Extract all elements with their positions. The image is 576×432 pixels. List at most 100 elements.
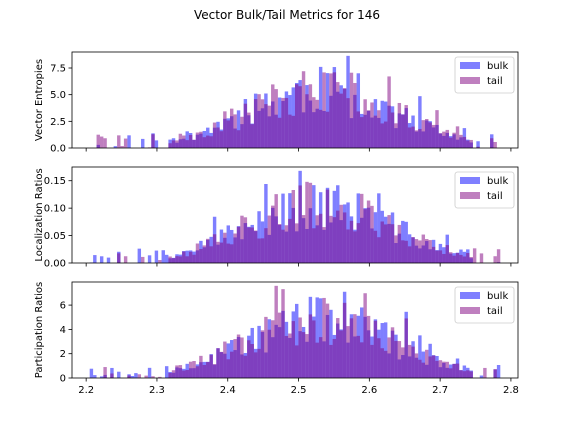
legend-swatch-bulk — [460, 292, 480, 299]
bar-tail — [363, 293, 367, 378]
bar-tail — [291, 321, 295, 378]
bar-bulk — [496, 365, 501, 378]
bar-tail — [226, 120, 230, 148]
bar-tail — [233, 114, 237, 148]
bar-tail — [240, 337, 244, 378]
bar-tail — [267, 329, 272, 378]
bar-tail — [312, 228, 316, 263]
bar-bulk — [476, 141, 480, 148]
bar-tail — [260, 330, 265, 378]
bar-tail — [360, 117, 364, 148]
bar-tail — [349, 72, 354, 148]
bar-tail — [479, 253, 484, 263]
bar-bulk — [99, 256, 104, 263]
bar-tail — [339, 204, 343, 263]
bar-bulk — [137, 248, 142, 263]
bar-tail — [390, 224, 395, 263]
bar-tail — [342, 88, 347, 148]
bar-tail — [421, 362, 426, 378]
bar-tail — [442, 253, 446, 263]
bar-bulk — [329, 309, 333, 378]
bar-tail — [250, 344, 254, 378]
bar-bulk — [318, 66, 323, 148]
bar-tail — [370, 344, 374, 378]
bar-tail — [407, 344, 412, 378]
bar-tail — [373, 115, 378, 148]
bar-tail — [356, 111, 361, 148]
bar-tail — [288, 114, 292, 148]
bar-tail — [462, 371, 467, 378]
bar-tail — [223, 111, 227, 148]
bar-tail — [288, 218, 292, 263]
bar-tail — [325, 303, 330, 378]
bar-bulk — [110, 367, 114, 378]
bar-tail — [195, 366, 200, 378]
bar-tail — [452, 132, 456, 148]
bar-tail — [435, 250, 439, 263]
bar-tail — [459, 254, 463, 263]
legend-swatch-tail — [460, 307, 480, 314]
bar-bulk — [418, 335, 422, 378]
bar-bulk — [236, 110, 241, 148]
bar-bulk — [93, 255, 97, 263]
bar-bulk — [99, 376, 104, 378]
bar-tail — [377, 237, 381, 263]
bar-tail — [318, 213, 323, 263]
bar-tail — [353, 83, 357, 148]
bar-tail — [312, 97, 316, 148]
bar-bulk — [154, 140, 159, 148]
bar-tail — [185, 256, 189, 263]
legend-swatch-bulk — [460, 177, 480, 184]
bar-tail — [182, 370, 186, 378]
axes-frame — [71, 166, 519, 264]
bar-tail — [171, 370, 176, 378]
bar-tail — [438, 250, 443, 263]
bar-tail — [493, 369, 497, 378]
bar-tail — [322, 72, 326, 148]
bar-tail — [185, 369, 189, 378]
bar-tail — [346, 229, 350, 263]
bar-tail — [236, 226, 241, 263]
bar-tail — [257, 238, 261, 263]
bar-tail — [171, 258, 176, 263]
bar-tail — [188, 251, 193, 263]
bar-tail — [301, 71, 306, 148]
y-tick-label: 2.5 — [50, 117, 66, 128]
legend-label-bulk: bulk — [487, 61, 508, 72]
bar-tail — [168, 143, 172, 148]
bar-tail — [199, 131, 203, 148]
bar-tail — [295, 84, 299, 148]
bar-tail — [428, 240, 432, 263]
bar-tail — [380, 348, 384, 378]
bar-tail — [418, 128, 422, 148]
bar-tail — [123, 138, 128, 148]
bar-tail — [250, 227, 254, 263]
bar-tail — [295, 223, 299, 263]
bar-tail — [175, 140, 179, 148]
bar-tail — [390, 112, 395, 148]
bar-bulk — [356, 73, 361, 148]
bar-tail — [336, 318, 340, 378]
bar-tail — [397, 341, 402, 378]
bar-tail — [188, 134, 193, 148]
bar-tail — [243, 217, 248, 263]
bar-tail — [188, 361, 193, 378]
bar-tail — [455, 363, 460, 378]
bar-tail — [462, 136, 467, 148]
bar-tail — [271, 84, 275, 148]
bar-tail — [274, 194, 278, 263]
bar-tail — [281, 229, 285, 263]
bar-tail — [318, 337, 323, 378]
bar-tail — [120, 146, 124, 148]
bar-tail — [264, 228, 268, 263]
bar-tail — [431, 355, 436, 378]
bar-tail — [308, 182, 313, 263]
bar-tail — [216, 348, 220, 378]
bar-tail — [452, 363, 456, 378]
bar-tail — [223, 232, 227, 263]
bar-bulk — [315, 297, 319, 378]
bar-tail — [353, 314, 357, 378]
bar-tail — [332, 217, 337, 263]
bar-bulk — [312, 185, 316, 263]
bar-tail — [448, 252, 453, 263]
